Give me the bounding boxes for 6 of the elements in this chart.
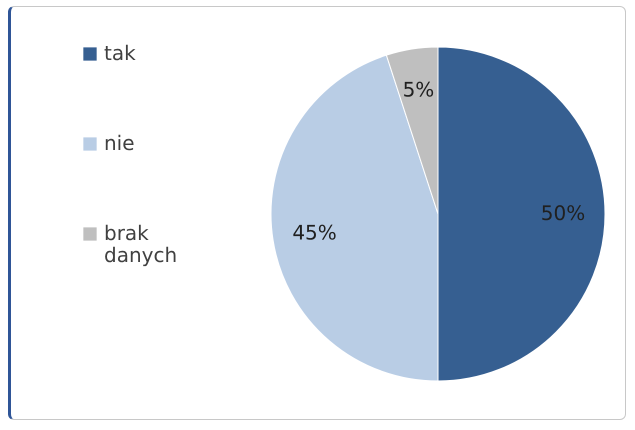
- legend-label: nie: [104, 131, 135, 155]
- data-label: 5%: [402, 78, 434, 102]
- data-label: 45%: [292, 220, 337, 245]
- legend-label: brak danych: [104, 221, 178, 267]
- legend-label: tak: [104, 41, 136, 65]
- data-label: 50%: [540, 201, 586, 225]
